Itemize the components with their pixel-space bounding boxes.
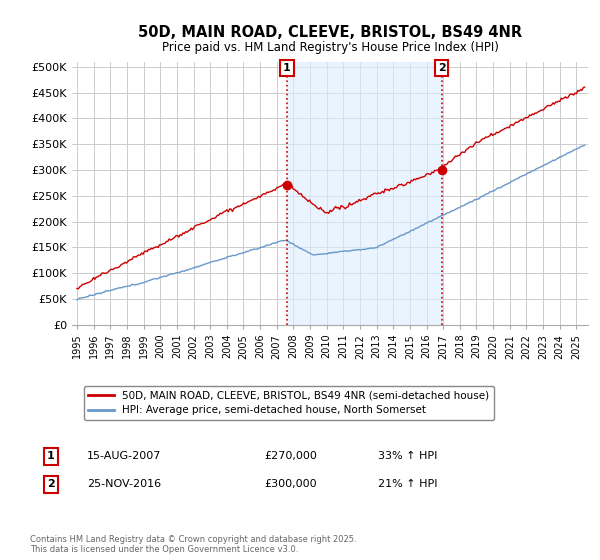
Text: 1: 1 <box>283 63 291 73</box>
Text: 1: 1 <box>47 451 55 461</box>
Text: Contains HM Land Registry data © Crown copyright and database right 2025.
This d: Contains HM Land Registry data © Crown c… <box>30 535 356 554</box>
Text: 2: 2 <box>437 63 445 73</box>
Text: £270,000: £270,000 <box>264 451 317 461</box>
Text: 2: 2 <box>47 479 55 489</box>
Legend: 50D, MAIN ROAD, CLEEVE, BRISTOL, BS49 4NR (semi-detached house), HPI: Average pr: 50D, MAIN ROAD, CLEEVE, BRISTOL, BS49 4N… <box>84 386 494 419</box>
Text: 33% ↑ HPI: 33% ↑ HPI <box>378 451 437 461</box>
Text: 21% ↑ HPI: 21% ↑ HPI <box>378 479 437 489</box>
Text: 25-NOV-2016: 25-NOV-2016 <box>87 479 161 489</box>
Text: 15-AUG-2007: 15-AUG-2007 <box>87 451 161 461</box>
Text: £300,000: £300,000 <box>264 479 317 489</box>
Title: 50D, MAIN ROAD, CLEEVE, BRISTOL, BS49 4NR: 50D, MAIN ROAD, CLEEVE, BRISTOL, BS49 4N… <box>138 25 522 40</box>
Text: Price paid vs. HM Land Registry's House Price Index (HPI): Price paid vs. HM Land Registry's House … <box>161 41 499 54</box>
Bar <box>287 62 442 325</box>
